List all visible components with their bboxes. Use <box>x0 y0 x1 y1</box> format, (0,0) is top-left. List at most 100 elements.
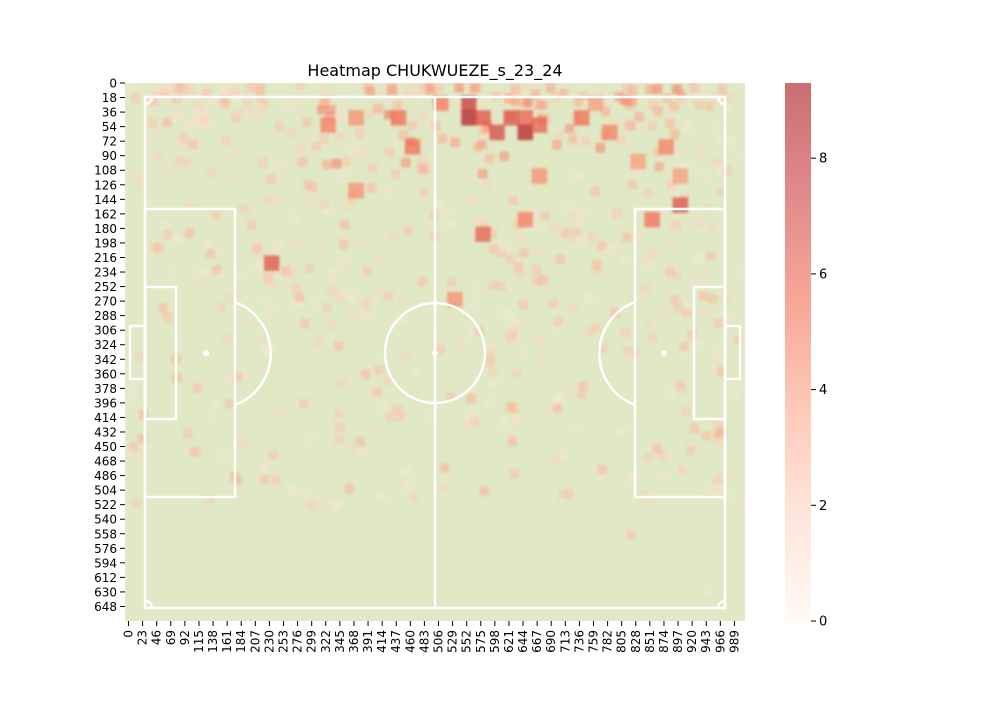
heatmap-cell <box>411 367 421 378</box>
heatmap-cell <box>454 83 464 93</box>
heatmap-cell <box>339 219 350 230</box>
x-tick-label: 414 <box>375 630 389 653</box>
heatmap-cell <box>454 341 465 351</box>
y-tick-label: 558 <box>94 527 117 541</box>
heatmap-cell <box>645 259 655 269</box>
heatmap-cell <box>477 139 488 150</box>
y-tick-label: 342 <box>94 353 117 367</box>
heatmap-cell <box>196 267 207 278</box>
heatmap-cell <box>554 132 564 142</box>
heatmap-cell <box>477 168 488 179</box>
heatmap-cell <box>516 268 527 279</box>
heatmap-cell <box>137 176 147 187</box>
heatmap-cell <box>712 436 723 446</box>
heatmap-cell <box>259 367 269 378</box>
pitch-markings <box>128 95 742 610</box>
pitch-spot <box>432 350 438 356</box>
heatmap-cell <box>248 83 258 93</box>
heatmap-cell <box>578 381 589 391</box>
heatmap-cell <box>188 139 198 150</box>
heatmap-cell <box>294 292 305 303</box>
heatmap-cell <box>509 468 520 479</box>
heatmap-cell <box>553 317 564 327</box>
heatmap-cell <box>717 134 728 144</box>
heatmap-cell <box>488 280 498 291</box>
heatmap-cell <box>193 101 204 111</box>
heatmap-cell <box>257 157 268 168</box>
heatmap-cell <box>488 244 498 254</box>
heatmap-cell <box>675 379 685 390</box>
heatmap-cell <box>474 101 485 112</box>
heatmap-cell <box>203 88 213 98</box>
heatmap-cell <box>568 233 578 243</box>
heatmap-cell <box>472 283 483 294</box>
x-tick-label: 552 <box>460 630 474 653</box>
y-tick-label: 180 <box>94 222 117 236</box>
heatmap-cell <box>645 84 655 95</box>
heatmap-cell <box>616 425 627 436</box>
heatmap-cell <box>654 162 664 172</box>
heatmap-cell <box>172 234 182 244</box>
heatmap-cell <box>274 240 285 250</box>
heatmap-cell <box>304 263 314 274</box>
heatmap-cell <box>445 392 456 402</box>
heatmap-hot-cell <box>263 255 280 271</box>
heatmap-cell <box>281 99 291 109</box>
y-axis: 0183654729010812614416218019821623425227… <box>94 77 125 614</box>
heatmap-cell <box>125 392 136 403</box>
y-tick-label: 72 <box>102 135 117 149</box>
heatmap-cell <box>347 444 357 454</box>
heatmap-cell <box>332 500 343 510</box>
heatmap-cell <box>677 465 687 475</box>
heatmap-hot-cell <box>461 110 477 126</box>
heatmap-hot-cell <box>348 110 364 126</box>
x-tick-label: 920 <box>685 630 699 653</box>
y-tick-label: 324 <box>94 338 117 352</box>
heatmap-cell <box>670 295 680 305</box>
x-tick-label: 667 <box>530 630 544 653</box>
heatmap-cell <box>703 584 714 595</box>
heatmap-cell <box>126 169 136 179</box>
heatmap-cell <box>232 93 242 104</box>
pitch-spot <box>203 350 209 356</box>
heatmap-cell <box>558 449 568 460</box>
heatmap-cell <box>615 134 626 145</box>
heatmap-cell <box>218 451 228 461</box>
pitch-line <box>723 324 742 381</box>
heatmap-cell <box>499 417 510 428</box>
heatmap-cell <box>693 338 703 349</box>
heatmap-cell <box>705 101 715 111</box>
heatmap-cell <box>470 416 480 427</box>
heatmap-cell <box>563 204 574 215</box>
heatmap-cell <box>374 288 385 299</box>
heatmap-cell <box>163 229 173 240</box>
heatmap-cell <box>148 96 159 107</box>
heatmap-cell <box>426 412 437 423</box>
heatmap-cell <box>596 84 606 94</box>
heatmap-cell <box>259 101 269 111</box>
x-tick-label: 828 <box>629 630 643 653</box>
heatmap-cell <box>575 217 585 228</box>
heatmap-cell <box>395 412 405 422</box>
heatmap-cell <box>171 83 182 93</box>
heatmap-cell <box>595 470 606 481</box>
heatmap-cell <box>128 442 139 452</box>
heatmap-cell <box>359 236 369 246</box>
heatmap-cell <box>581 136 591 147</box>
x-tick-label: 690 <box>544 630 558 653</box>
heatmap-cell <box>417 154 427 164</box>
heatmap-cell <box>607 116 618 126</box>
heatmap-cell <box>178 133 189 143</box>
x-tick-label: 69 <box>164 630 178 645</box>
heatmap-cell <box>287 268 297 278</box>
heatmap-cell <box>607 244 618 254</box>
heatmap-cell <box>305 434 316 445</box>
x-tick-label: 161 <box>220 630 234 653</box>
heatmap-cell <box>508 313 519 324</box>
heatmap-cell <box>251 245 261 255</box>
heatmap-cell <box>253 260 264 271</box>
heatmap-cell <box>360 145 370 156</box>
heatmap-cell <box>465 410 475 421</box>
heatmap-cell <box>551 453 562 464</box>
heatmap-cell <box>385 412 395 422</box>
